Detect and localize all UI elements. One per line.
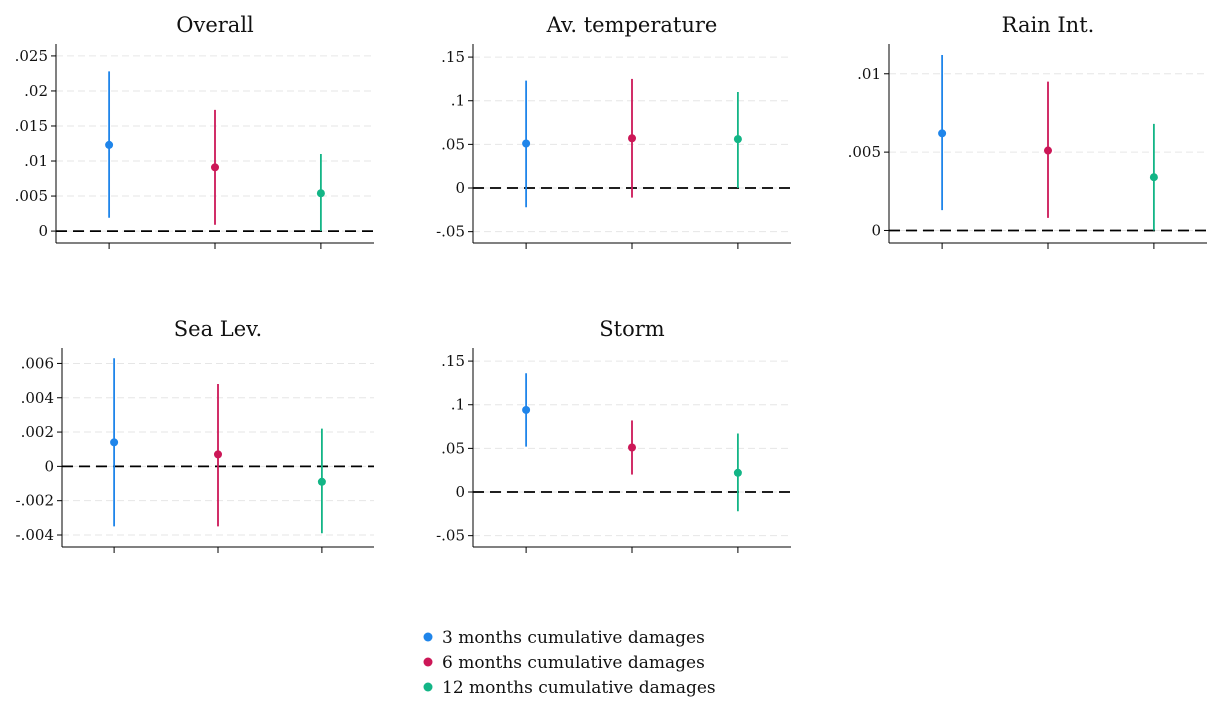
y-tick-label: .05 xyxy=(441,439,465,457)
legend: 3 months cumulative damages 6 months cumu… xyxy=(423,628,716,698)
point-estimate xyxy=(316,189,325,198)
y-tick-label: 0 xyxy=(455,483,465,501)
y-tick-label: 0 xyxy=(44,457,54,475)
point-estimate xyxy=(1149,173,1158,182)
point-estimate xyxy=(105,140,114,149)
legend-marker xyxy=(423,657,433,667)
y-tick-label: -.002 xyxy=(16,492,54,510)
point-estimate xyxy=(522,405,531,414)
panel-rain-int: Rain Int. 0 .005 .01 xyxy=(848,13,1207,249)
y-tick-label: .002 xyxy=(21,423,54,441)
point-estimate xyxy=(1044,146,1052,155)
y-tick-label: .1 xyxy=(451,92,465,110)
legend-marker xyxy=(423,632,433,642)
legend-marker xyxy=(423,682,433,692)
point-estimate xyxy=(110,438,119,447)
point-estimate xyxy=(938,129,947,138)
y-tick-label: .15 xyxy=(441,48,465,66)
legend-label: 3 months cumulative damages xyxy=(442,628,705,648)
y-tick-label: .025 xyxy=(15,47,48,65)
legend-label: 6 months cumulative damages xyxy=(442,653,705,673)
point-estimate xyxy=(733,135,742,144)
point-estimate xyxy=(628,134,636,143)
panel-overall: Overall 0 .005 .01 .015 .02 .025 xyxy=(15,13,374,249)
y-tick-label: .02 xyxy=(24,82,48,100)
panel-title: Overall xyxy=(176,13,254,37)
y-tick-label: .15 xyxy=(441,352,465,370)
panel-title: Rain Int. xyxy=(1002,13,1095,37)
y-tick-label: 0 xyxy=(455,179,465,197)
y-tick-label: .01 xyxy=(857,65,881,83)
y-tick-label: .006 xyxy=(21,354,54,372)
y-tick-label: -.05 xyxy=(436,223,465,241)
point-estimate xyxy=(211,163,219,172)
y-tick-label: .015 xyxy=(15,117,48,135)
point-estimate xyxy=(628,443,636,452)
point-estimate xyxy=(214,450,222,459)
y-tick-label: .1 xyxy=(451,396,465,414)
legend-label: 12 months cumulative damages xyxy=(442,678,716,698)
y-tick-label: .005 xyxy=(15,187,48,205)
y-tick-label: 0 xyxy=(38,222,48,240)
point-estimate xyxy=(522,139,531,148)
point-estimate xyxy=(733,468,742,477)
y-tick-label: .004 xyxy=(21,389,54,407)
panel-storm: Storm -.05 0 .05 .1 .15 xyxy=(436,317,791,553)
y-tick-label: .05 xyxy=(441,135,465,153)
y-tick-label: 0 xyxy=(871,221,881,239)
point-estimate xyxy=(317,477,326,486)
panel-title: Storm xyxy=(599,317,665,341)
y-tick-label: -.05 xyxy=(436,527,465,545)
y-tick-label: .005 xyxy=(848,143,881,161)
panel-sea-lev: Sea Lev. -.004 -.002 0 .002 .004 .006 xyxy=(16,317,374,553)
y-tick-label: .01 xyxy=(24,152,48,170)
panel-title: Av. temperature xyxy=(546,13,718,37)
y-tick-label: -.004 xyxy=(16,526,54,544)
panel-title: Sea Lev. xyxy=(174,317,262,341)
panel-av-temperature: Av. temperature -.05 0 .05 .1 .15 xyxy=(436,13,791,249)
